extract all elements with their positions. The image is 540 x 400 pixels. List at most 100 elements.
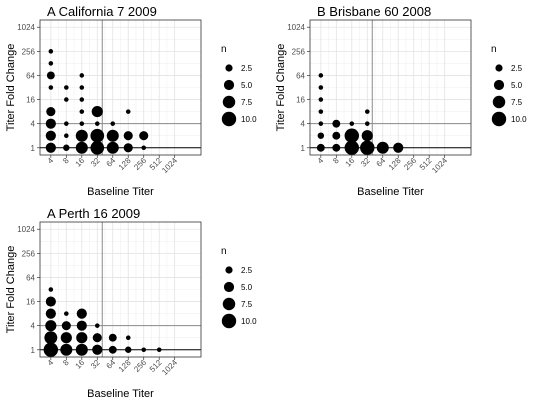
data-point bbox=[64, 121, 69, 126]
x-tick-label: 64 bbox=[375, 156, 388, 169]
data-point bbox=[156, 347, 162, 353]
x-tick-label: 32 bbox=[359, 156, 372, 169]
data-point bbox=[63, 144, 70, 151]
data-point bbox=[79, 85, 85, 90]
data-point bbox=[64, 133, 69, 138]
legend-label: 10.0 bbox=[241, 317, 257, 326]
data-point bbox=[365, 121, 370, 126]
y-tick-label: 1024 bbox=[17, 225, 35, 234]
data-point bbox=[91, 106, 103, 118]
legend-swatch bbox=[495, 64, 503, 72]
y-tick-label: 256 bbox=[292, 47, 306, 56]
y-tick-label: 4 bbox=[31, 322, 36, 331]
legend-label: 7.5 bbox=[241, 98, 253, 107]
plot-border bbox=[309, 19, 472, 156]
panel-title: B Brisbane 60 2008 bbox=[317, 4, 431, 19]
legend-label: 2.5 bbox=[241, 64, 253, 73]
x-tick-label: 128 bbox=[387, 156, 403, 172]
y-tick-label: 4 bbox=[31, 120, 36, 129]
data-point bbox=[44, 331, 58, 345]
data-point bbox=[60, 343, 73, 356]
data-point bbox=[123, 143, 133, 153]
x-tick-label: 4 bbox=[46, 358, 56, 368]
data-point bbox=[61, 321, 71, 331]
data-point bbox=[125, 109, 131, 114]
data-point bbox=[45, 142, 56, 153]
legend-swatch bbox=[222, 297, 236, 311]
data-point bbox=[64, 97, 69, 102]
data-point bbox=[141, 145, 146, 151]
y-tick-label: 1 bbox=[31, 144, 36, 153]
y-tick-label: 64 bbox=[26, 273, 35, 282]
x-tick-label: 16 bbox=[74, 358, 87, 371]
legend-label: 7.5 bbox=[241, 300, 253, 309]
data-point bbox=[318, 97, 324, 102]
legend-swatch bbox=[221, 313, 237, 329]
x-tick-label: 256 bbox=[402, 156, 418, 172]
x-tick-label: 1024 bbox=[160, 358, 179, 377]
data-point bbox=[318, 109, 324, 114]
y-tick-label: 4 bbox=[301, 120, 306, 129]
data-point bbox=[92, 344, 103, 355]
data-point bbox=[332, 119, 341, 128]
x-tick-label: 1024 bbox=[430, 156, 449, 175]
legend-swatch bbox=[221, 111, 237, 127]
y-tick-label: 16 bbox=[296, 96, 305, 105]
y-tick-label: 16 bbox=[26, 96, 35, 105]
data-point bbox=[108, 333, 117, 342]
data-point bbox=[332, 143, 341, 152]
x-tick-label: 32 bbox=[89, 156, 102, 169]
legend-swatch bbox=[225, 266, 233, 274]
data-point bbox=[106, 129, 119, 142]
y-axis-label: Titer Fold Change bbox=[5, 44, 17, 132]
legend-label: 2.5 bbox=[241, 266, 253, 275]
legend-swatch bbox=[492, 95, 506, 109]
x-tick-label: 8 bbox=[61, 358, 71, 368]
data-point bbox=[79, 121, 85, 126]
legend-label: 5.0 bbox=[241, 81, 253, 90]
legend-swatch bbox=[222, 95, 236, 109]
y-tick-label: 64 bbox=[296, 71, 305, 80]
data-point bbox=[48, 61, 54, 66]
data-point bbox=[318, 121, 324, 126]
legend-swatch bbox=[223, 281, 235, 293]
y-tick-label: 256 bbox=[22, 47, 36, 56]
data-point bbox=[92, 333, 102, 343]
y-tick-label: 1 bbox=[31, 346, 36, 355]
data-point bbox=[79, 73, 85, 78]
data-point bbox=[45, 308, 56, 319]
data-point bbox=[317, 132, 325, 139]
y-axis-label: Titer Fold Change bbox=[275, 44, 287, 132]
data-point bbox=[318, 85, 324, 90]
legend-label: 10.0 bbox=[241, 115, 257, 124]
data-point bbox=[64, 311, 69, 316]
legend-label: 2.5 bbox=[511, 64, 523, 73]
legend-label: 7.5 bbox=[511, 98, 523, 107]
x-tick-label: 128 bbox=[117, 156, 133, 172]
panel-title: A Perth 16 2009 bbox=[47, 206, 140, 221]
x-tick-label: 8 bbox=[331, 156, 341, 166]
data-point bbox=[361, 130, 373, 142]
data-point bbox=[139, 131, 149, 141]
data-point bbox=[125, 346, 132, 353]
x-axis-label: Baseline Titer bbox=[87, 186, 154, 198]
x-axis-label: Baseline Titer bbox=[357, 186, 424, 198]
data-point bbox=[349, 121, 355, 126]
data-point bbox=[332, 131, 341, 140]
x-tick-label: 64 bbox=[105, 358, 118, 371]
x-tick-label: 1024 bbox=[160, 156, 179, 175]
data-point bbox=[75, 129, 88, 142]
data-point bbox=[106, 141, 119, 154]
legend-swatch bbox=[223, 79, 235, 91]
data-point bbox=[79, 97, 85, 102]
data-point bbox=[141, 347, 146, 353]
legend-label: 5.0 bbox=[241, 283, 253, 292]
x-tick-label: 64 bbox=[105, 156, 118, 169]
y-axis-label: Titer Fold Change bbox=[5, 246, 17, 334]
legend-title: n bbox=[491, 44, 497, 55]
data-point bbox=[76, 320, 87, 331]
y-tick-label: 1024 bbox=[287, 23, 305, 32]
panel-title: A California 7 2009 bbox=[47, 4, 157, 19]
